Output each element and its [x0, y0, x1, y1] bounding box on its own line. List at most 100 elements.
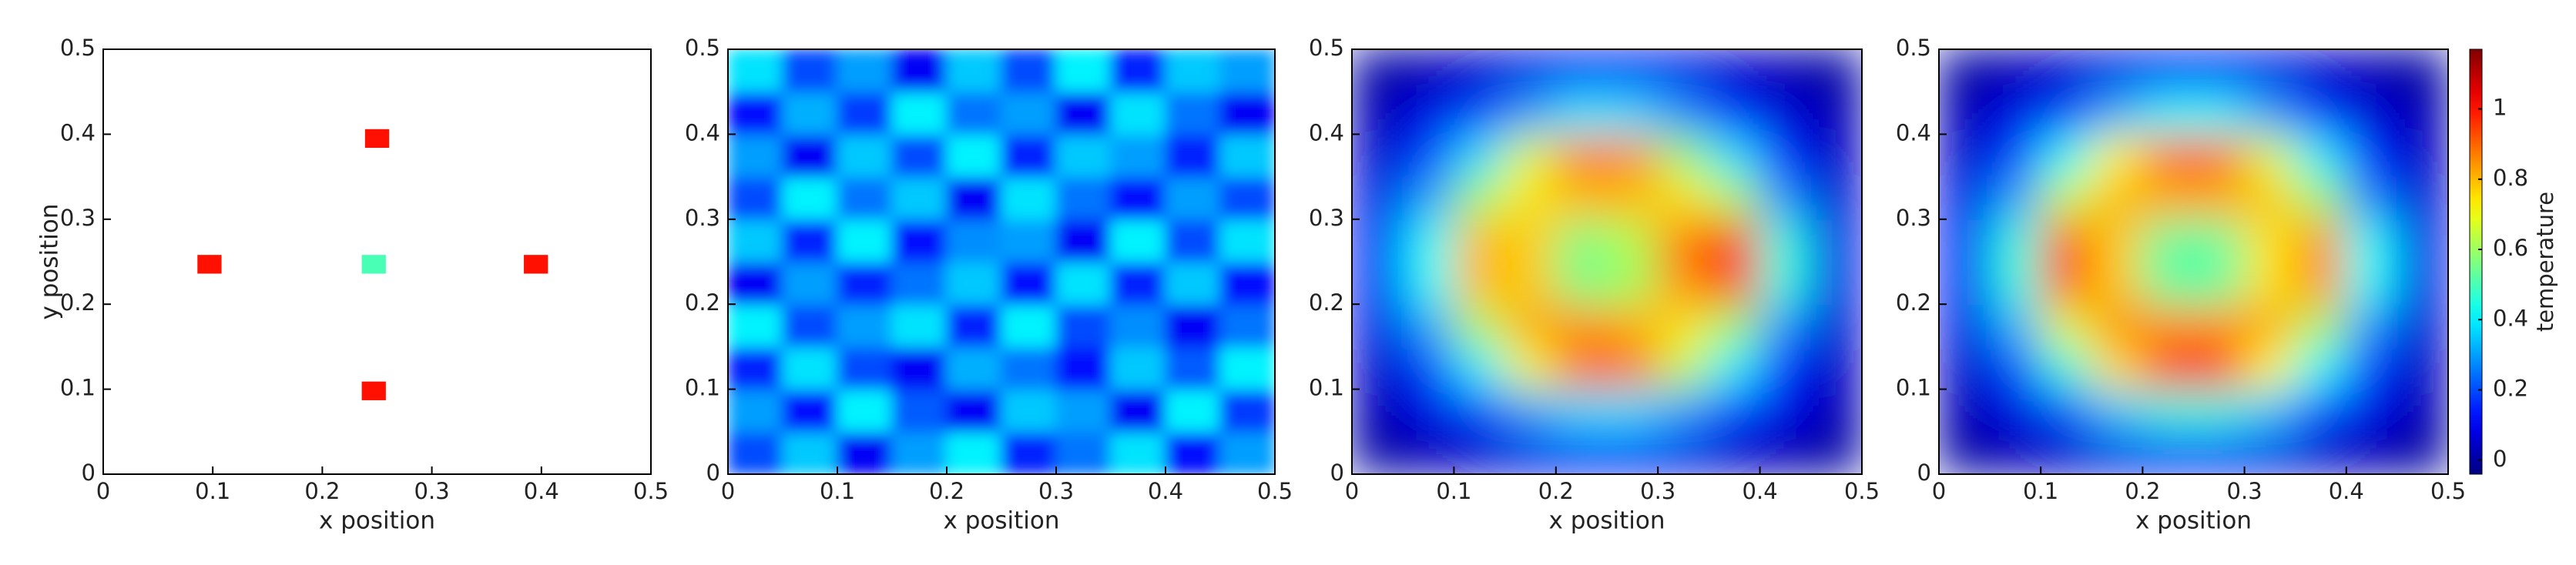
heat-cell — [1402, 261, 1455, 306]
heat-cell — [946, 303, 1002, 348]
heat-cell — [1759, 91, 1812, 135]
heat-cell — [1708, 133, 1761, 178]
heat-cell — [2142, 218, 2195, 262]
source — [361, 255, 386, 274]
heat-cell — [1001, 218, 1057, 262]
heat-cell — [1555, 176, 1608, 220]
heat-cell — [1606, 133, 1659, 178]
heat-cell — [1504, 303, 1557, 348]
y-tick-label: 0.2 — [1896, 289, 1931, 316]
heat-cell — [1708, 176, 1761, 220]
heat-cell — [837, 261, 893, 306]
heat-cell — [1219, 346, 1275, 390]
y-tick-label: 0.5 — [1896, 35, 1931, 61]
y-tick-label: 0.2 — [1309, 289, 1344, 316]
heat-cell — [1453, 388, 1506, 433]
heat-cell — [2345, 430, 2398, 474]
colorbar-tick-label: 0.2 — [2493, 376, 2528, 402]
heat-cell — [2294, 261, 2347, 306]
heat-cell — [1219, 261, 1275, 306]
heat-cell — [1453, 133, 1506, 178]
heat-cell — [2294, 346, 2347, 390]
colorbar — [2469, 48, 2483, 475]
heat-cell — [2192, 218, 2246, 262]
heat-cell — [1939, 49, 1991, 93]
heat-cell — [1657, 49, 1710, 93]
heat-cell — [1001, 303, 1057, 348]
y-tick-label: 0.4 — [1896, 119, 1931, 145]
x-tick-label: 0.3 — [1640, 478, 1675, 504]
x-tick-label: 0.3 — [2227, 478, 2262, 504]
heat-cell — [728, 133, 783, 178]
heatmap-cells — [1352, 49, 1862, 474]
heat-cell — [2345, 388, 2398, 433]
heat-cell — [1110, 218, 1166, 262]
heat-cell — [1708, 261, 1761, 306]
heat-cell — [1504, 218, 1557, 262]
heat-cell — [2142, 133, 2195, 178]
heat-cell — [2396, 388, 2448, 433]
heat-cell — [2396, 91, 2448, 135]
heat-cell — [1453, 261, 1506, 306]
y-tick-label: 0 — [706, 460, 720, 486]
heat-cell — [1001, 261, 1057, 306]
y-tick-label: 0.5 — [685, 35, 720, 61]
heat-cell — [946, 133, 1002, 178]
heat-cell — [1708, 388, 1761, 433]
heat-cell — [1453, 430, 1506, 474]
plot-frame — [727, 48, 1276, 475]
heat-cell — [1110, 430, 1166, 474]
heat-cell — [1001, 176, 1057, 220]
heat-cell — [728, 346, 783, 390]
x-tick-label: 0 — [1932, 478, 1946, 504]
heat-cell — [946, 176, 1002, 220]
heat-cell — [837, 91, 893, 135]
heat-cell — [2243, 49, 2296, 93]
heat-cell — [946, 91, 1002, 135]
heat-cell — [1504, 133, 1557, 178]
heat-cell — [728, 49, 783, 93]
heat-cell — [1939, 346, 1991, 390]
heat-cell — [1606, 218, 1659, 262]
heat-cell — [1606, 49, 1659, 93]
heat-cell — [1810, 303, 1862, 348]
heat-cell — [1810, 261, 1862, 306]
heat-cell — [1810, 91, 1862, 135]
x-axis-label: x position — [944, 507, 1060, 535]
x-tick-label: 0 — [96, 478, 110, 504]
heat-cell — [2396, 176, 2448, 220]
heat-cell — [1657, 218, 1710, 262]
heat-cell — [2192, 91, 2246, 135]
heat-cell — [1402, 218, 1455, 262]
x-tick-label: 0.1 — [195, 478, 230, 504]
heat-cell — [1402, 346, 1455, 390]
heat-cell — [2192, 261, 2246, 306]
heat-cell — [1989, 133, 2042, 178]
heat-cell — [2142, 346, 2195, 390]
heat-cell — [891, 218, 948, 262]
heat-cell — [1165, 346, 1221, 390]
heat-cell — [2192, 49, 2246, 93]
x-axis-label: x position — [319, 507, 435, 535]
heat-cell — [2040, 133, 2093, 178]
heat-cell — [1219, 430, 1275, 474]
heat-cell — [1352, 91, 1404, 135]
heat-cell — [837, 430, 893, 474]
heat-cell — [2192, 303, 2246, 348]
heat-cell — [728, 261, 783, 306]
heat-cell — [1352, 218, 1404, 262]
heat-cell — [1555, 218, 1608, 262]
heat-cell — [1110, 388, 1166, 433]
source — [364, 129, 390, 149]
heat-cell — [1759, 218, 1812, 262]
colorbar-label: temperature — [2532, 192, 2558, 332]
heat-cell — [1939, 261, 1991, 306]
heat-cell — [2040, 49, 2093, 93]
heat-cell — [1001, 133, 1057, 178]
heat-cell — [1555, 346, 1608, 390]
x-tick-label: 0.1 — [2023, 478, 2058, 504]
heat-cell — [1352, 303, 1404, 348]
heat-cell — [1352, 388, 1404, 433]
heat-cell — [1219, 218, 1275, 262]
